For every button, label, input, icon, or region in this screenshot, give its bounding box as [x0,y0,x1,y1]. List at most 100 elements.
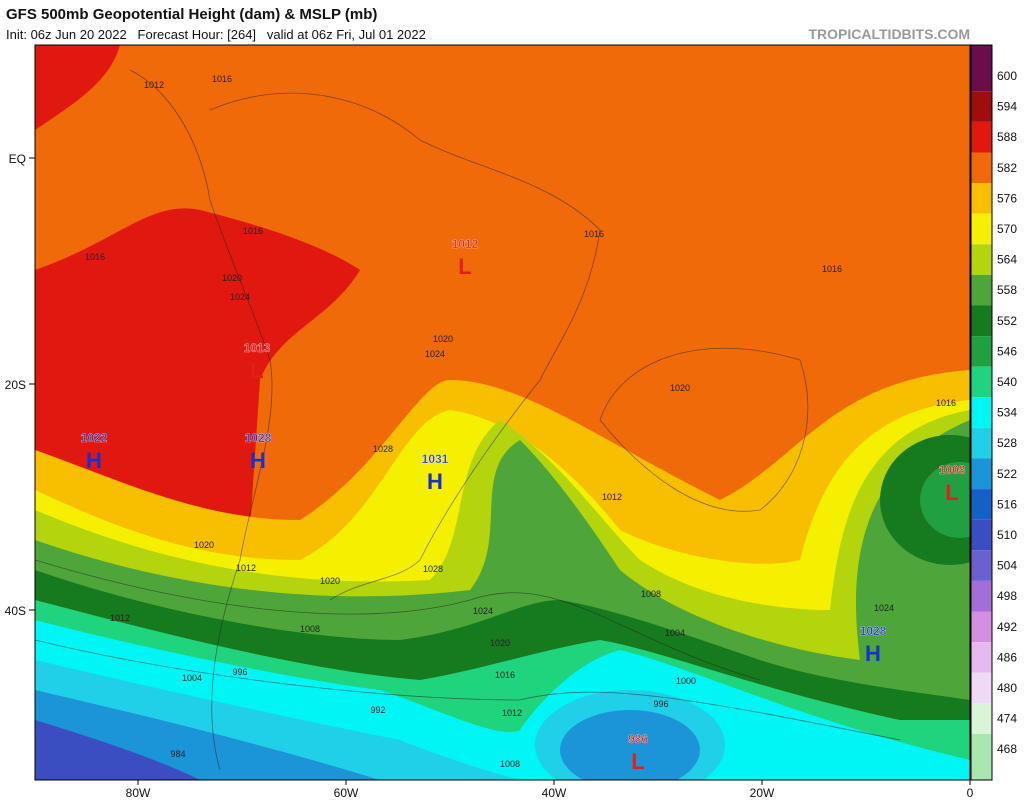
lat-label: 20S [5,378,26,392]
colorbar-label: 546 [997,344,1017,358]
center-letter: H [427,469,443,494]
isobar-label: 1004 [665,628,685,638]
isobar-label: 996 [232,667,247,677]
colorbar-swatch [971,244,992,275]
colorbar-label: 510 [997,528,1017,542]
colorbar-swatch [971,580,992,612]
colorbar-label: 480 [997,681,1017,695]
isobar-label: 1020 [490,638,510,648]
colorbar-label: 486 [997,650,1017,664]
center-letter: L [631,749,644,774]
colorbar-swatch [971,397,992,428]
subtitle: Init: 06z Jun 20 2022 Forecast Hour: [26… [6,27,426,42]
colorbar-label: 540 [997,375,1017,389]
lon-label: 80W [126,786,151,800]
colorbar-label: 474 [997,712,1017,726]
center-value: 1008 [939,463,966,477]
isobar-label: 1024 [230,292,250,302]
lon-label: 0 [967,786,974,800]
lat-label: 40S [5,604,26,618]
colorbar-swatch [971,519,992,551]
colorbar: 600 594 588 582 576 570 564 558 552 546 540 534 528 5… [970,44,1017,781]
isobar-label: 1012 [144,80,164,90]
isobar-label: 992 [370,705,385,715]
isobar-label: 1020 [320,576,340,586]
colorbar-swatch [971,733,992,765]
isobar-label: 1024 [473,606,493,616]
colorbar-swatch [971,91,992,122]
colorbar-label: 504 [997,559,1017,573]
lat-label: EQ [9,152,26,166]
title: GFS 500mb Geopotential Height (dam) & MS… [6,6,377,23]
credit: TROPICALTIDBITS.COM [808,26,970,42]
colorbar-swatch [971,458,992,490]
center-letter: L [458,254,471,279]
isobar-label: 1016 [243,226,263,236]
colorbar-swatch [971,642,992,673]
isobar-label: 1020 [222,273,242,283]
center-value: 1028 [860,624,887,638]
colorbar-label: 552 [997,314,1017,328]
colorbar-swatch [971,366,992,398]
center-letter: H [865,641,881,666]
lon-label: 40W [542,786,567,800]
colorbar-label: 516 [997,497,1017,511]
isobar-label: 1028 [423,564,443,574]
colorbar-swatch [971,60,992,92]
colorbar-swatch [971,672,992,704]
colorbar-label: 468 [997,742,1017,756]
center-value: 1028 [245,431,272,445]
colorbar-swatch [971,274,992,306]
colorbar-label: 558 [997,283,1017,297]
center-value: 1012 [452,237,479,251]
colorbar-swatch [971,489,992,520]
isobar-label: 1012 [602,492,622,502]
colorbar-swatch [971,550,992,581]
isobar-label: 1024 [874,603,894,613]
isobar-label: 1012 [110,613,130,623]
isobar-label: 1016 [85,252,105,262]
isobar-label: 1028 [373,444,393,454]
colorbar-label: 582 [997,161,1017,175]
isobar-label: 1012 [502,708,522,718]
colorbar-label: 522 [997,467,1017,481]
colorbar-label: 594 [997,100,1017,114]
colorbar-swatch [971,336,992,367]
map [35,45,970,780]
center-value: 1013 [244,341,271,355]
center-letter: L [250,358,263,383]
isobar-label: 1020 [194,540,214,550]
isobar-label: 1008 [500,759,520,769]
center-letter: H [250,448,266,473]
isobar-label: 1000 [676,676,696,686]
colorbar-label: 570 [997,222,1017,236]
isobar-label: 1008 [300,624,320,634]
lon-label: 20W [750,786,775,800]
center-letter: H [86,448,102,473]
isobar-label: 996 [653,699,668,709]
isobar-label: 1004 [182,673,202,683]
isobar-label: 1020 [433,334,453,344]
isobar-label: 1020 [670,383,690,393]
colorbar-swatch [971,213,992,245]
colorbar-label: 564 [997,253,1017,267]
colorbar-swatch [971,703,992,734]
isobar-label: 984 [170,749,185,759]
isobar-label: 1008 [641,589,661,599]
center-value: 1031 [422,452,449,466]
center-value: 1022 [81,431,108,445]
lon-label: 60W [334,786,359,800]
isobar-label: 1016 [584,229,604,239]
isobar-label: 1016 [936,398,956,408]
center-value: 986 [628,732,648,746]
colorbar-swatch [971,427,992,459]
colorbar-frame [970,44,993,781]
colorbar-label: 600 [997,69,1017,83]
colorbar-swatch [971,611,992,643]
isobar-label: 1016 [212,74,232,84]
colorbar-swatch [971,121,992,153]
colorbar-label: 498 [997,589,1017,603]
colorbar-label: 528 [997,436,1017,450]
colorbar-swatch [971,183,992,214]
